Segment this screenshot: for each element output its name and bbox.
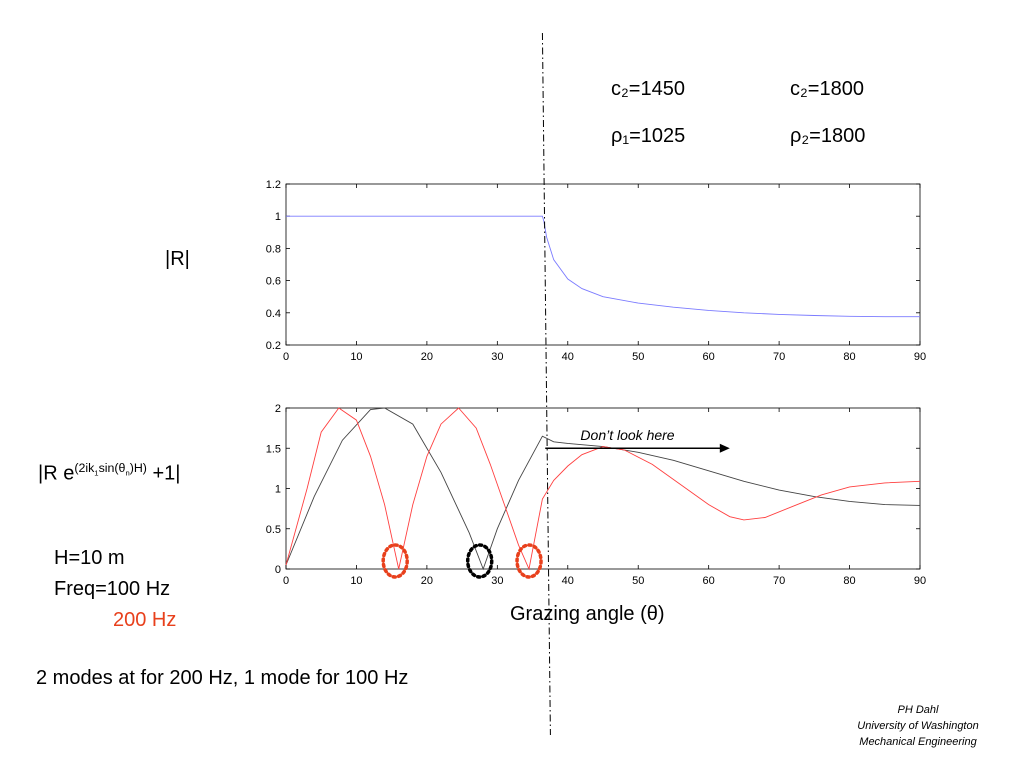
top-y-tick-label: 0.4 [266,308,281,320]
c1-label: c₂=1450 [611,78,685,100]
frequency-200-label: 200 Hz [113,609,177,631]
credit-department: Mechanical Engineering [859,736,977,748]
zero-marker-circle-0 [381,543,409,579]
rho2-label: ρ₂=1800 [790,125,866,147]
bottom-x-tick-label: 0 [283,575,289,587]
ylabel-prefix: |R e [38,462,75,485]
author-credit: PH Dahl University of Washington Mechani… [838,702,998,750]
top-y-tick-label: 1.2 [266,179,281,191]
ylabel-exp-b: sin(θ [98,461,126,475]
top-y-axis-label: |R| [165,248,190,270]
bottom-x-tick-label: 30 [491,575,503,587]
zero-marker-circle-1 [465,543,494,579]
bottom-y-tick-label: 0.5 [266,524,281,536]
rho1-label: ρ₁=1025 [611,125,686,147]
ylabel-suffix: +1| [146,462,181,485]
top-x-tick-label: 90 [914,351,926,363]
top-y-tick-label: 0.2 [266,340,281,352]
top-x-tick-label: 30 [491,351,503,363]
bottom-series-line-1 [285,407,921,571]
bottom-x-tick-label: 50 [632,575,644,587]
bottom-x-tick-label: 90 [914,575,926,587]
top-plot-frame [285,183,921,346]
bottom-x-tick-label: 60 [703,575,715,587]
annotation-arrow-head [719,443,730,453]
ylabel-sub-n: n [125,468,130,478]
credit-name: PH Dahl [897,704,939,716]
bottom-y-tick-label: 0 [275,564,281,576]
top-x-tick-label: 10 [350,351,362,363]
depth-label: H=10 m [54,547,125,569]
bottom-y-tick-label: 2 [275,403,281,415]
bottom-y-tick-label: 1.5 [266,443,281,455]
top-x-tick-label: 80 [843,351,855,363]
bottom-series-line-0 [285,407,921,571]
ylabel-exp-c: )H) [129,461,147,475]
bottom-x-tick-label: 40 [562,575,574,587]
c2-label: c₂=1800 [790,78,864,100]
top-y-tick-label: 0.8 [266,243,281,255]
top-x-tick-label: 20 [421,351,433,363]
top-y-tick-label: 0.6 [266,276,281,288]
top-x-tick-label: 40 [562,351,574,363]
x-axis-label: Grazing angle (θ) [510,603,665,625]
top-x-tick-label: 50 [632,351,644,363]
bottom-y-axis-label: |R e(2ik1sin(θn)H) +1| [38,461,180,486]
top-x-tick-label: 70 [773,351,785,363]
bottom-x-tick-label: 10 [350,575,362,587]
credit-university: University of Washington [857,720,979,732]
top-x-tick-label: 0 [283,351,289,363]
bottom-x-tick-label: 70 [773,575,785,587]
modes-note: 2 modes at for 200 Hz, 1 mode for 100 Hz [36,667,409,689]
frequency-label: Freq=100 Hz [54,578,171,600]
annotation-text: Don’t look here [580,427,674,443]
top-y-tick-label: 1 [275,211,281,223]
critical-angle-line [541,32,551,736]
top-x-tick-label: 60 [703,351,715,363]
zero-marker-circle-2 [515,543,543,579]
bottom-y-tick-label: 1 [275,484,281,496]
top-series-line-0 [286,215,920,318]
bottom-x-tick-label: 80 [843,575,855,587]
ylabel-exp-a: (2ik [74,461,95,475]
bottom-x-tick-label: 20 [421,575,433,587]
ylabel-sub-1: 1 [94,468,99,478]
